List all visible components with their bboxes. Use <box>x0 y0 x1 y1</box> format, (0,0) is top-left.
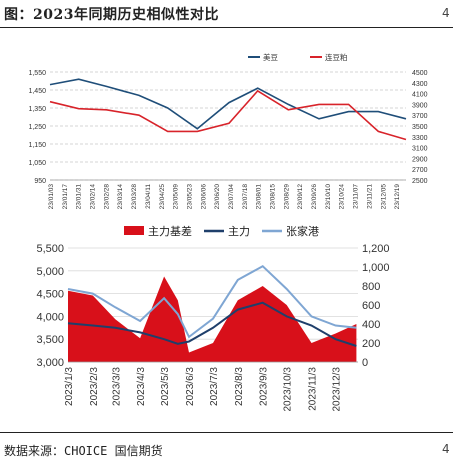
chart2-left-tick: 3,000 <box>36 357 64 369</box>
chart1-x-tick: 23/04/11 <box>145 184 152 209</box>
chart2-right-tick: 0 <box>362 357 368 369</box>
source-note: 数据来源：CHOICE 国信期货 <box>4 444 163 458</box>
chart2-legend-swatch <box>124 226 144 235</box>
chart1-x-tick: 23/12/19 <box>394 184 401 210</box>
chart1-left-tick: 1,450 <box>28 88 46 95</box>
chart1-left-tick: 1,050 <box>28 160 46 167</box>
chart1-left-tick: 1,550 <box>28 70 46 77</box>
bottom-rule <box>0 432 453 433</box>
chart1-right-tick: 4300 <box>412 81 428 88</box>
chart1-right-tick: 4100 <box>412 92 428 99</box>
chart2-right-tick: 400 <box>362 319 380 331</box>
chart1-x-tick: 23/06/20 <box>214 184 221 210</box>
chart2-left-tick: 4,000 <box>36 311 64 323</box>
chart1-series-right <box>49 89 407 141</box>
chart1-x-tick: 23/02/14 <box>90 184 97 210</box>
chart1-x-tick: 23/01/17 <box>62 184 69 210</box>
chart1-x-tick: 23/09/12 <box>297 184 304 210</box>
chart1-x-tick: 23/05/23 <box>186 184 193 210</box>
chart1-x-tick: 23/10/10 <box>325 184 332 210</box>
chart1-x-tick: 23/08/15 <box>270 184 277 210</box>
chart2-legend-label: 张家港 <box>286 224 319 238</box>
chart1-left-tick: 1,150 <box>28 142 46 149</box>
chart1-right-tick: 2500 <box>412 178 428 185</box>
chart1-x-tick: 23/02/28 <box>103 184 110 210</box>
page-title: 图：2023年同期历史相似性对比 <box>4 7 219 23</box>
chart2-x-tick: 2023/4/3 <box>136 367 147 406</box>
chart2-legend-label: 主力基差 <box>148 224 192 238</box>
chart1-x-tick: 23/06/06 <box>200 184 207 210</box>
chart1-legend-label: 美豆 <box>263 52 278 62</box>
chart2-left-tick: 5,500 <box>36 243 64 255</box>
chart1-x-tick: 23/07/04 <box>228 184 235 210</box>
chart2-left-tick: 5,000 <box>36 266 64 278</box>
chart1-right-tick: 2900 <box>412 156 428 163</box>
chart2-right-tick: 600 <box>362 300 380 312</box>
chart1-x-tick: 23/08/29 <box>283 184 290 210</box>
chart2-x-tick: 2023/7/3 <box>209 367 220 406</box>
chart1-left-tick: 1,250 <box>28 124 46 131</box>
chart2-right-tick: 200 <box>362 338 380 350</box>
chart1-series-left <box>49 78 407 130</box>
chart2-legend-label: 主力 <box>228 225 250 238</box>
chart1-x-tick: 23/01/31 <box>76 184 83 210</box>
chart1-right-tick: 4500 <box>412 70 428 77</box>
chart1-right-tick: 3100 <box>412 146 428 153</box>
chart1-right-tick: 3300 <box>412 135 428 142</box>
chart2-x-tick: 2023/2/3 <box>89 367 100 406</box>
chart1-x-tick: 23/04/25 <box>159 184 166 210</box>
chart2-line-line <box>67 301 357 347</box>
chart1-right-tick: 3900 <box>412 102 428 109</box>
chart1-x-tick: 23/12/05 <box>380 184 387 210</box>
chart2-x-tick: 2023/5/3 <box>160 367 171 406</box>
chart2-right-tick: 800 <box>362 281 380 293</box>
top-rule <box>0 27 453 28</box>
title-edge-glyph: 4 <box>442 6 450 20</box>
chart1-left-tick: 950 <box>34 178 46 185</box>
chart2-x-tick: 2023/8/3 <box>234 367 245 406</box>
chart1-left-tick: 1,350 <box>28 106 46 113</box>
charts-canvas: 1,550 1,450 1,350 1,250 1,150 1,050 950 4500 430… <box>28 52 428 412</box>
chart1-x-tick: 23/11/07 <box>353 184 360 209</box>
chart2-x-tick: 2023/9/3 <box>259 367 270 406</box>
chart2-x-tick: 2023/12/3 <box>332 367 343 412</box>
chart1-x-tick: 23/03/14 <box>117 184 124 210</box>
chart2-x-tick: 2023/1/3 <box>64 367 75 406</box>
chart1-right-tick: 2700 <box>412 167 428 174</box>
chart1-x-tick: 23/07/18 <box>242 184 249 210</box>
chart1-legend-label: 连豆粕 <box>325 52 348 62</box>
chart1-x-tick: 23/10/24 <box>339 184 346 210</box>
chart1-x-tick: 23/11/21 <box>366 184 373 209</box>
chart1-x-tick: 23/03/28 <box>131 184 138 210</box>
chart2-right-tick: 1,000 <box>362 262 390 274</box>
chart2-left-tick: 4,500 <box>36 289 64 301</box>
chart1-x-tick: 23/01/03 <box>48 184 55 210</box>
chart2-x-tick: 2023/3/3 <box>111 367 122 406</box>
chart2-x-tick: 2023/6/3 <box>185 367 196 406</box>
chart2-x-tick: 2023/11/3 <box>308 367 319 411</box>
chart1-right-tick: 3700 <box>412 113 428 120</box>
chart1-x-tick: 23/09/26 <box>311 184 318 210</box>
chart2-right-tick: 1,200 <box>362 243 390 255</box>
chart2-x-tick: 2023/10/3 <box>283 367 294 412</box>
chart1-x-tick: 23/08/01 <box>256 184 263 210</box>
chart1-x-tick: 23/05/09 <box>173 184 180 210</box>
chart2-area-basis <box>68 276 357 362</box>
source-edge-glyph: 4 <box>442 442 450 456</box>
chart1-right-tick: 3500 <box>412 124 428 131</box>
chart2-line-line <box>67 264 357 339</box>
chart2-left-tick: 3,500 <box>36 334 64 346</box>
